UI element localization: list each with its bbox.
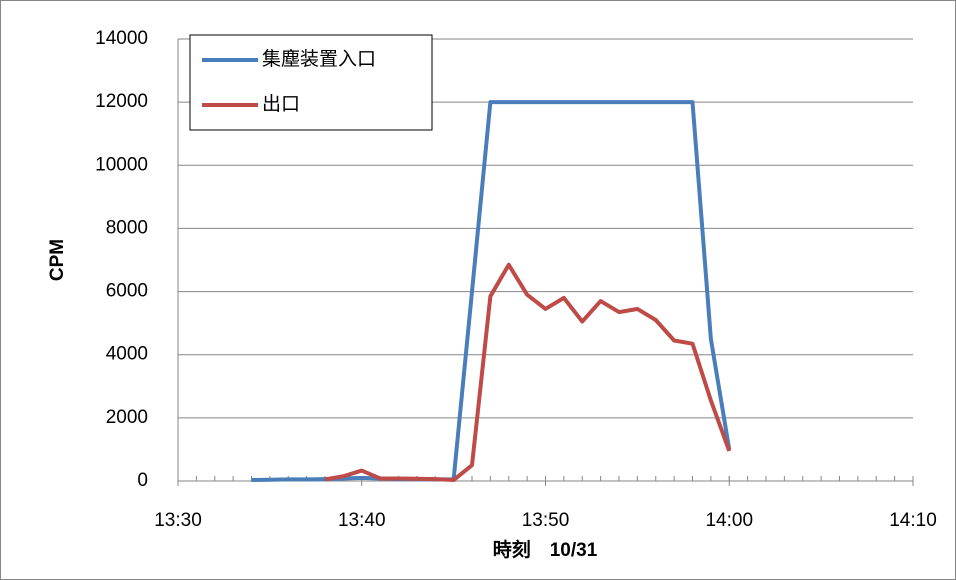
y-tick-label: 8000: [106, 217, 148, 238]
y-tick-label: 12000: [95, 91, 148, 112]
y-tick-label: 10000: [95, 154, 148, 175]
y-tick-label: 2000: [106, 407, 148, 428]
legend-box: [189, 34, 433, 131]
series-line: [324, 262, 732, 483]
x-tick-label: 14:00: [705, 510, 753, 531]
x-tick-label: 13:50: [522, 510, 570, 531]
x-tick-label: 13:30: [154, 510, 202, 531]
y-axis-title: CPM: [47, 239, 68, 281]
x-tick-label: 14:10: [889, 510, 937, 531]
y-tick-label: 4000: [106, 344, 148, 365]
x-tick-label: 13:40: [338, 510, 386, 531]
y-tick-label: 6000: [106, 281, 148, 302]
legend-label: 集塵装置入口: [262, 48, 376, 70]
legend-label: 出口: [262, 93, 300, 115]
y-tick-label: 14000: [95, 28, 148, 49]
y-tick-label: 0: [137, 470, 148, 491]
x-axis-title: 時刻 10/31: [493, 538, 598, 561]
